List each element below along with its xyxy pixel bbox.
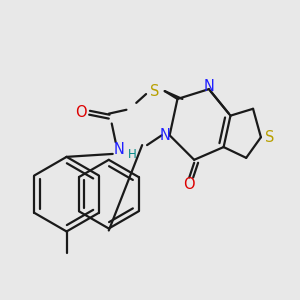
Text: O: O — [76, 105, 87, 120]
Text: O: O — [183, 177, 195, 192]
Text: N: N — [113, 142, 124, 158]
Text: N: N — [159, 128, 170, 143]
Text: S: S — [150, 84, 160, 99]
Text: H: H — [128, 148, 137, 161]
Text: N: N — [203, 79, 214, 94]
Text: S: S — [265, 130, 274, 145]
